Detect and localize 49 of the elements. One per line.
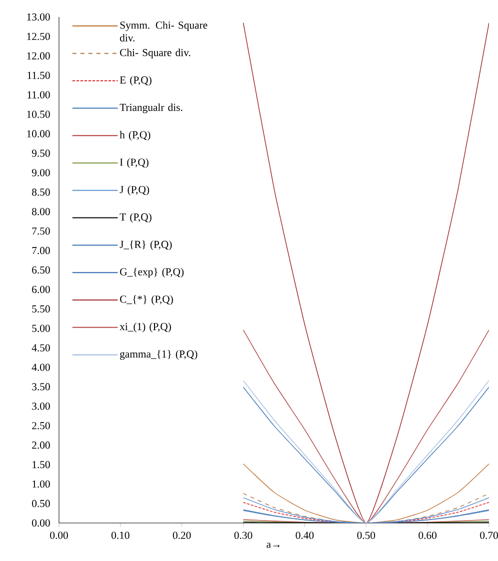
y-tick-label: 11.00: [28, 91, 50, 98]
y-tick-label: 4.00: [32, 364, 50, 371]
y-tick-label: 3.50: [32, 383, 50, 390]
legend-label: J_{R} (P,Q): [120, 240, 172, 250]
y-tick-label: 13.00: [27, 13, 50, 21]
legend-label: gamma_{1} (P,Q): [120, 350, 198, 360]
x-tick-label: 0.00: [50, 532, 68, 539]
legend-label: Chi- Square div.: [120, 48, 190, 58]
y-tick-label: 3.00: [32, 402, 50, 410]
y-tick-label: 1.50: [32, 460, 50, 468]
y-tick-label: 7.00: [32, 246, 50, 254]
legend-label: G_{exp} (P,Q): [120, 268, 184, 278]
legend-label: J (P,Q): [120, 186, 150, 196]
y-tick-label: 5.00: [32, 324, 50, 332]
x-tick-label: 0.20: [172, 532, 191, 539]
y-tick-label: 9.50: [32, 150, 50, 157]
y-tick-label: 0.00: [32, 519, 50, 527]
y-tick-label: 1.00: [32, 480, 50, 488]
legend-label: T (P,Q): [120, 213, 152, 223]
y-tick-label: 5.50: [32, 305, 50, 313]
legend-label: Triangualr dis.: [120, 103, 182, 114]
y-tick-label: 12.50: [27, 32, 50, 40]
y-tick-label: 8.00: [32, 208, 50, 216]
legend-label: I (P,Q): [120, 158, 148, 168]
x-tick-label: 0.70: [480, 532, 498, 539]
y-tick-label: 6.00: [32, 286, 50, 294]
y-tick-label: 2.50: [32, 422, 50, 430]
y-tick-label: 11.50: [28, 72, 50, 80]
x-tick-label: 0.50: [357, 532, 376, 539]
y-tick-label: 10.50: [27, 110, 50, 118]
x-tick-label: 0.60: [418, 532, 436, 539]
x-tick-label: 0.10: [111, 532, 130, 539]
legend-label: E (P,Q): [120, 76, 152, 86]
x-tick-label: 0.40: [296, 532, 314, 539]
y-tick-label: 0.50: [32, 500, 50, 508]
x-tick-label: 0.30: [234, 532, 252, 539]
y-tick-label: 6.50: [32, 266, 50, 274]
y-tick-label: 8.50: [32, 188, 50, 196]
x-axis-title: a→: [266, 542, 280, 548]
y-tick-label: 9.00: [32, 169, 50, 176]
y-tick-label: 2.00: [32, 442, 50, 449]
legend-label: C_{*} (P,Q): [120, 295, 173, 305]
y-tick-label: 10.00: [27, 130, 50, 138]
y-tick-label: 4.50: [32, 344, 50, 352]
y-tick-label: 7.50: [32, 227, 50, 235]
legend-label: xi_(1) (P,Q): [120, 322, 171, 332]
legend-label: h (P,Q): [120, 130, 150, 141]
legend-label: Symm. Chi- Square div.: [120, 21, 208, 42]
y-tick-label: 12.00: [27, 52, 50, 60]
